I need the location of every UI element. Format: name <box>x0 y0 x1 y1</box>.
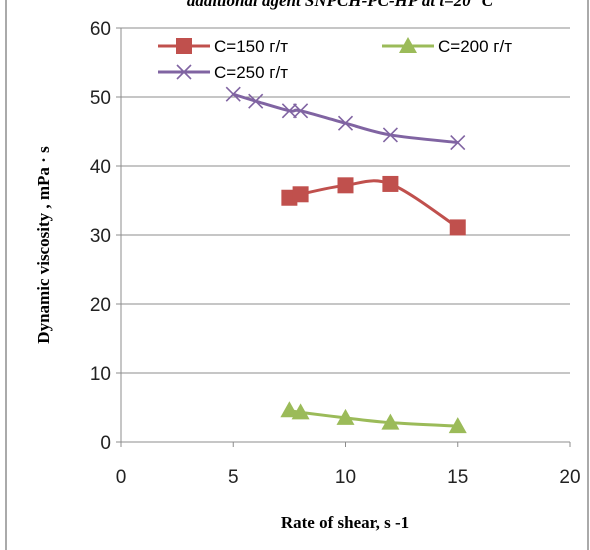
series-3-point-3-stroke-b <box>281 103 297 119</box>
series-2-point-1 <box>280 401 299 418</box>
axes: 0 10 20 30 40 50 60 0 5 10 15 20 <box>90 19 581 488</box>
gridlines <box>121 27 570 374</box>
series-3-point-1 <box>225 86 241 102</box>
chart-title: additional agent SNPCH-PC-HP at t=20 °C <box>187 0 494 10</box>
series-3-point-1-stroke-b <box>225 86 241 102</box>
series-3-point-7-stroke-b <box>450 134 466 151</box>
x-tick-label-10: 10 <box>335 467 356 488</box>
series-2-point-2 <box>291 403 310 420</box>
y-tick-label-20: 20 <box>90 295 111 316</box>
legend-marker-3 <box>176 64 192 80</box>
legend-label-3: C=250 г/т <box>214 63 288 82</box>
series-1-point-2 <box>292 186 309 203</box>
legend-entry-1: C=150 г/т <box>158 37 288 56</box>
series-2-point-3 <box>336 408 355 425</box>
series-3-point-4-stroke-b <box>293 103 309 119</box>
series-1 <box>281 175 466 236</box>
x-tick-label-5: 5 <box>228 467 239 488</box>
legend-entry-2: C=200 г/т <box>382 37 512 56</box>
series-1-point-4 <box>382 175 399 192</box>
series-3 <box>225 86 466 151</box>
series-layer <box>225 86 467 434</box>
y-tick-label-10: 10 <box>90 364 111 385</box>
series-3-point-2-stroke-b <box>248 93 264 109</box>
y-tick-label-50: 50 <box>90 88 111 109</box>
series-3-point-6 <box>382 127 398 143</box>
x-tick-label-0: 0 <box>116 467 127 488</box>
series-2-point-5 <box>448 417 467 434</box>
legend-label-1: C=150 г/т <box>214 37 288 56</box>
y-tick-label-60: 60 <box>90 19 111 40</box>
series-3-point-6-stroke-b <box>382 127 398 143</box>
y-tick-label-40: 40 <box>90 157 111 178</box>
legend-label-2: C=200 г/т <box>438 37 512 56</box>
legend-marker-1 <box>176 38 192 54</box>
series-3-point-7 <box>450 134 466 151</box>
series-3-point-2 <box>248 93 264 109</box>
series-1-point-5 <box>449 219 466 236</box>
legend: C=150 г/т C=200 г/т C=250 г/т <box>158 37 512 82</box>
series-3-point-5 <box>337 115 354 131</box>
series-3-point-4 <box>293 103 309 119</box>
x-tick-label-15: 15 <box>447 467 468 488</box>
series-3-point-5-stroke-b <box>337 115 354 131</box>
series-1-point-3 <box>337 177 354 194</box>
series-2-point-4 <box>381 413 400 430</box>
x-tick-label-20: 20 <box>559 467 580 488</box>
y-tick-label-0: 0 <box>100 433 111 454</box>
legend-marker-3-stroke-b <box>176 64 192 80</box>
legend-entry-3: C=250 г/т <box>158 63 288 82</box>
legend-marker-2 <box>399 37 417 53</box>
y-tick-label-30: 30 <box>90 226 111 247</box>
y-axis-title: Dynamic viscosity , mPa · s <box>34 146 53 344</box>
series-2 <box>280 401 467 434</box>
series-3-point-3 <box>281 103 297 119</box>
x-axis-title: Rate of shear, s -1 <box>281 513 409 532</box>
